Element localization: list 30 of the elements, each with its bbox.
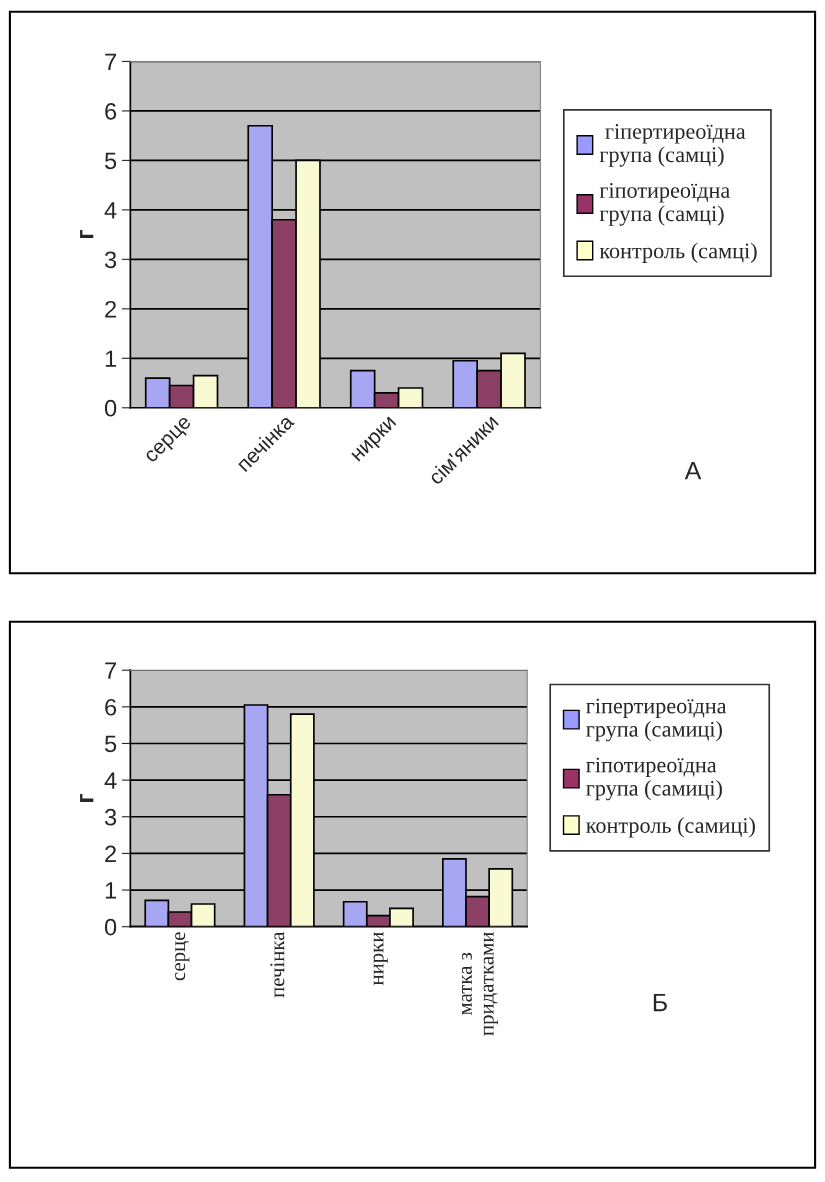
y-tick-label: 0 (104, 918, 117, 936)
y-tick-label: 2 (105, 845, 116, 862)
x-tick-label: серце (175, 932, 190, 981)
x-tick-label: печінка (270, 931, 285, 998)
legend-label: контроль (самиці) (586, 817, 755, 838)
legend-label: гіпертиреоїдна група (самиці) (586, 698, 727, 742)
y-tick-label: 7 (105, 662, 116, 679)
x-tick-label: матка з придатками (461, 932, 498, 1036)
y-tick-label: 1 (105, 882, 116, 899)
text: Б (653, 993, 667, 1012)
y-axis-title: г (80, 230, 94, 239)
y-tick-label: 2 (105, 300, 116, 318)
y-axis-title: г (80, 793, 94, 802)
y-tick-label: 5 (104, 735, 117, 753)
legend-label: гіпертиреоїдна група (самці) (599, 123, 746, 167)
y-tick-label: 3 (104, 808, 117, 826)
y-tick-label: 3 (104, 251, 117, 269)
y-tick-label: 6 (105, 698, 117, 716)
y-tick-label: 0 (104, 399, 117, 417)
y-tick-label: 6 (105, 103, 117, 120)
legend-label: контроль (самці) (599, 242, 757, 263)
y-tick-label: 1 (105, 350, 116, 367)
text: А (684, 462, 702, 480)
y-tick-label: 4 (104, 772, 117, 789)
legend-label: гіпотиреоїдна група (самиці) (586, 757, 722, 801)
legend-label: гіпотиреоїдна група (самці) (599, 182, 730, 226)
y-tick-label: 4 (104, 202, 117, 219)
y-tick-label: 7 (105, 53, 116, 71)
x-tick-label: нирки (373, 932, 388, 986)
y-tick-label: 5 (104, 152, 117, 170)
